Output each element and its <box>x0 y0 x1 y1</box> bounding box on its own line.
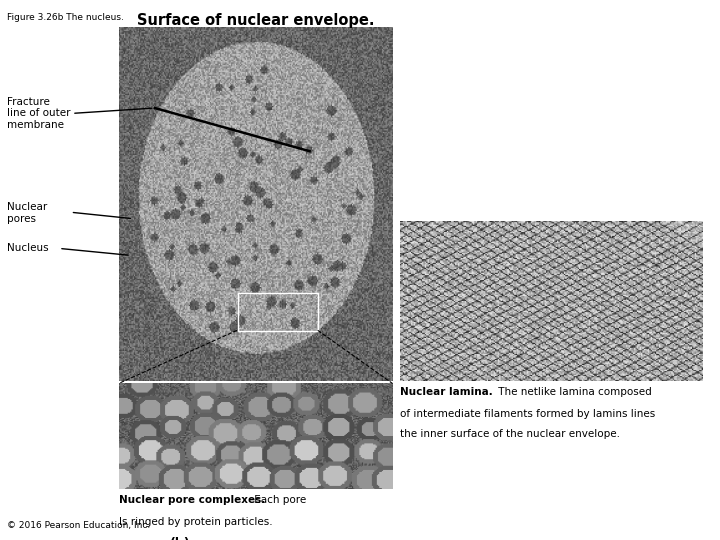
Text: Nuclear lamina.: Nuclear lamina. <box>400 387 492 397</box>
Text: Nuclear
pores: Nuclear pores <box>7 202 48 224</box>
Text: Is ringed by protein particles.: Is ringed by protein particles. <box>119 517 272 527</box>
Text: Nuclear pore complexes.: Nuclear pore complexes. <box>119 495 265 505</box>
Text: of intermediate filaments formed by lamins lines: of intermediate filaments formed by lami… <box>400 409 655 419</box>
Bar <box>238 293 318 331</box>
Text: The netlike lamina composed: The netlike lamina composed <box>495 387 652 397</box>
Text: the inner surface of the nuclear envelope.: the inner surface of the nuclear envelop… <box>400 429 620 440</box>
Text: Fracture
line of outer
membrane: Fracture line of outer membrane <box>7 97 71 130</box>
Text: (b): (b) <box>170 537 190 540</box>
Text: Figure 3.26b The nucleus.: Figure 3.26b The nucleus. <box>7 14 124 23</box>
Text: Nucleus: Nucleus <box>7 244 49 253</box>
Text: © 2016 Pearson Education, Inc.: © 2016 Pearson Education, Inc. <box>7 521 150 530</box>
Text: Surface of nuclear envelope.: Surface of nuclear envelope. <box>137 14 374 29</box>
Text: Each pore: Each pore <box>251 495 306 505</box>
